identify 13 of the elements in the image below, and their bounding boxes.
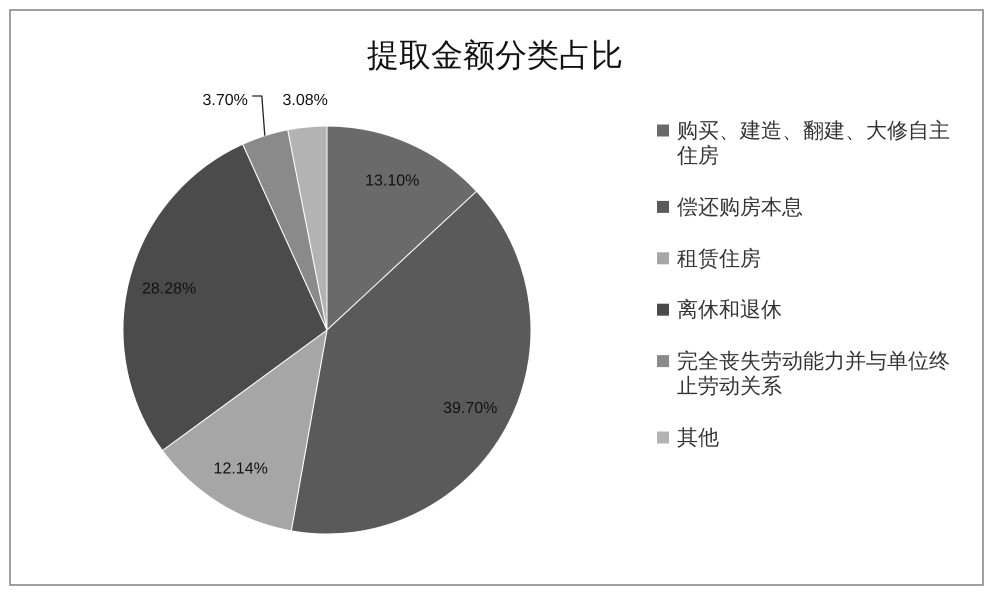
data-label: 13.10% bbox=[365, 172, 420, 189]
legend-label: 离休和退休 bbox=[677, 298, 782, 322]
data-label: 3.70% bbox=[202, 92, 248, 108]
data-label: 39.70% bbox=[443, 400, 498, 417]
legend-label: 租赁住房 bbox=[677, 247, 761, 270]
data-label: 28.28% bbox=[142, 280, 196, 298]
legend-label: 完全丧失劳动能力并与单位终止劳动关系 bbox=[677, 350, 950, 398]
data-label: 12.14% bbox=[214, 460, 268, 478]
legend-label: 偿还购房本息 bbox=[677, 196, 803, 219]
legend-label: 其他 bbox=[677, 426, 719, 450]
chart-title: 提取金额分类占比 bbox=[367, 37, 623, 73]
legend-label: 购买、建造、翻建、大修自主住房 bbox=[676, 120, 950, 168]
data-label: 3.08% bbox=[282, 92, 328, 108]
